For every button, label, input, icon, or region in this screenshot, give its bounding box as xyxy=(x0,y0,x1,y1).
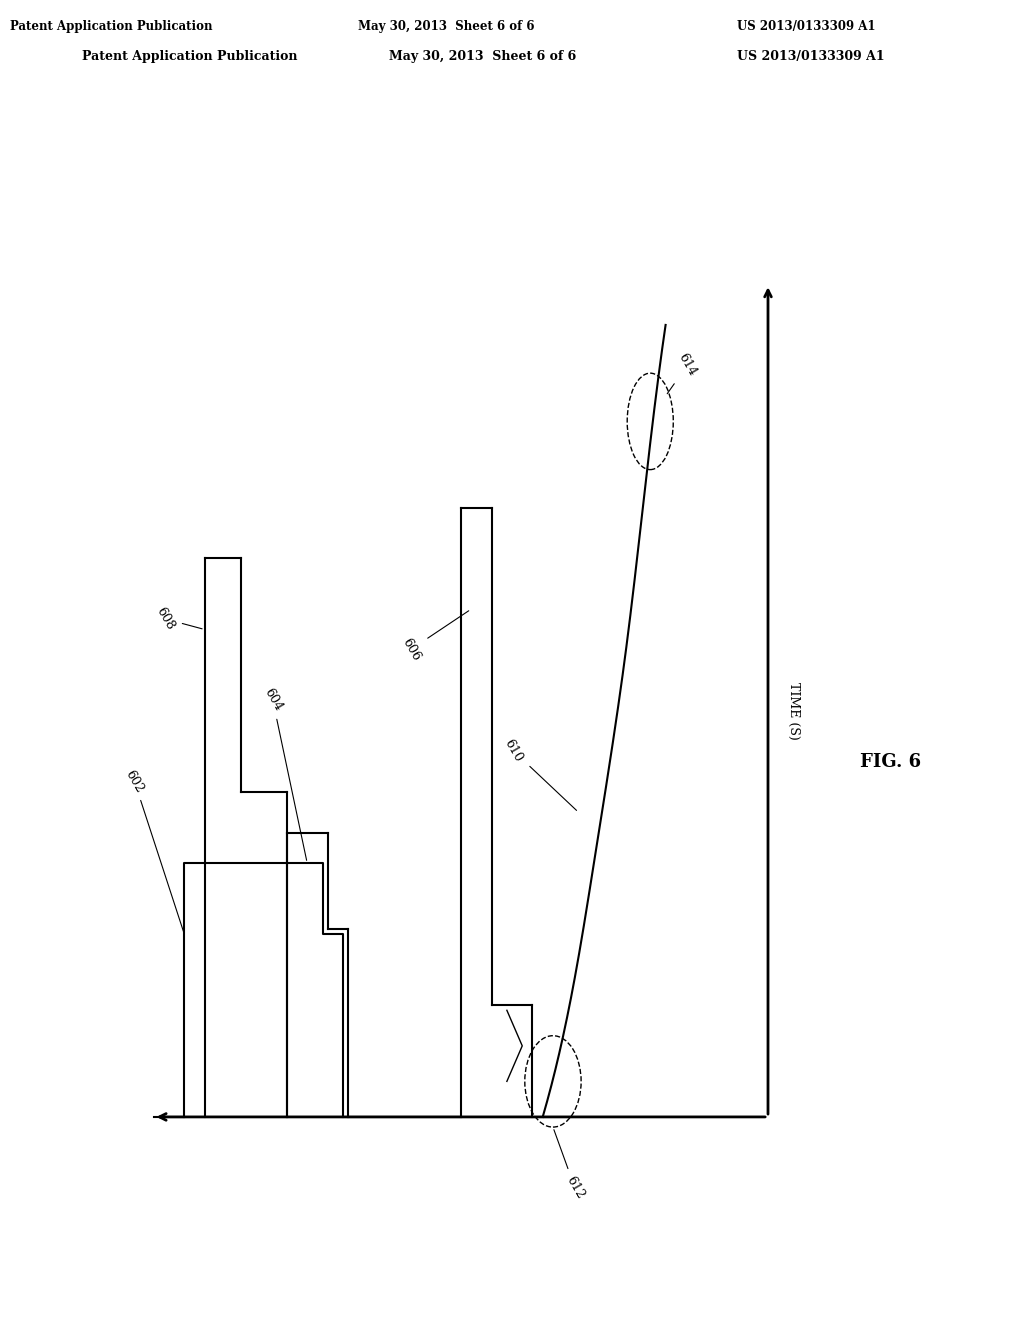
Text: May 30, 2013  Sheet 6 of 6: May 30, 2013 Sheet 6 of 6 xyxy=(358,20,535,33)
Text: 610: 610 xyxy=(502,738,577,810)
Text: Patent Application Publication: Patent Application Publication xyxy=(82,50,297,63)
Text: 608: 608 xyxy=(154,606,202,632)
Text: 606: 606 xyxy=(399,611,469,663)
Text: TIME (S): TIME (S) xyxy=(787,682,800,739)
Text: US 2013/0133309 A1: US 2013/0133309 A1 xyxy=(737,20,876,33)
Text: US 2013/0133309 A1: US 2013/0133309 A1 xyxy=(737,50,885,63)
Text: 614: 614 xyxy=(668,351,699,393)
Text: Patent Application Publication: Patent Application Publication xyxy=(10,20,213,33)
Text: 602: 602 xyxy=(123,768,183,932)
Text: May 30, 2013  Sheet 6 of 6: May 30, 2013 Sheet 6 of 6 xyxy=(389,50,577,63)
Text: 612: 612 xyxy=(554,1130,587,1201)
Text: 604: 604 xyxy=(261,686,306,861)
Text: FIG. 6: FIG. 6 xyxy=(860,752,922,771)
